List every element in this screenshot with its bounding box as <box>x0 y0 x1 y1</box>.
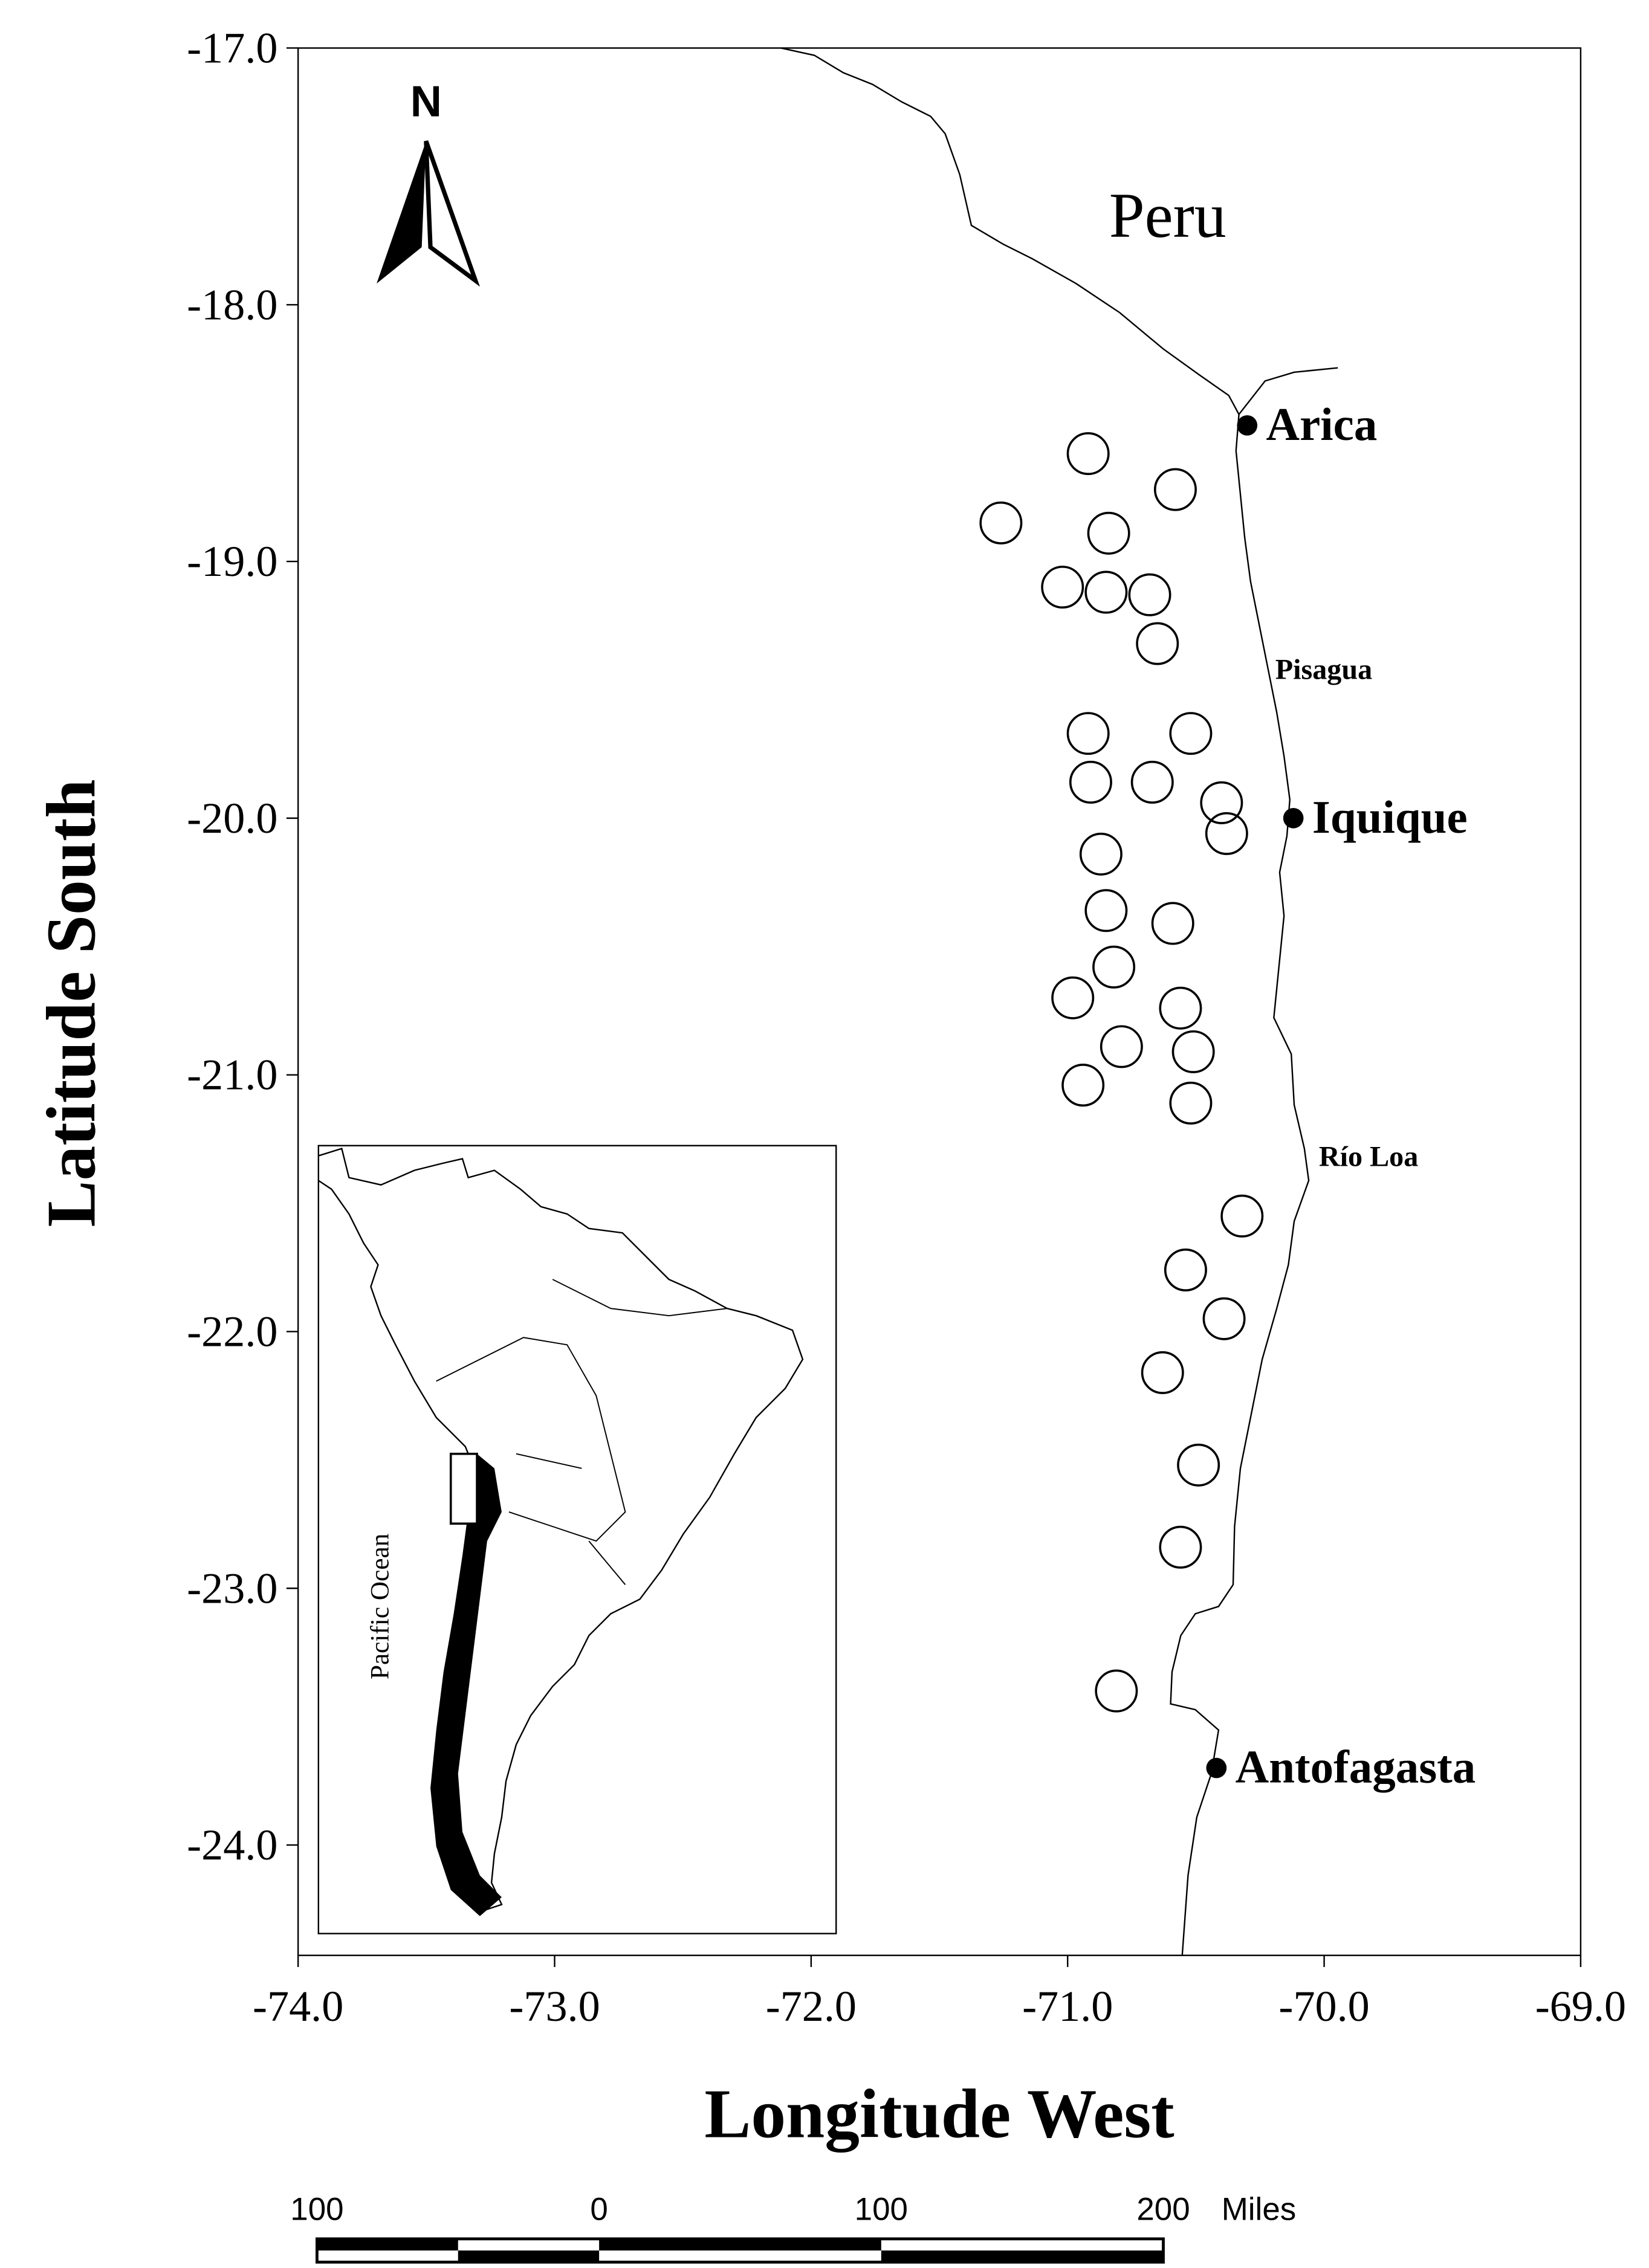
sample-site <box>1041 566 1084 609</box>
sample-site <box>1220 1194 1264 1238</box>
city-label: Arica <box>1266 398 1378 450</box>
y-tick-label: -24.0 <box>187 1821 277 1869</box>
sample-site <box>1151 902 1194 945</box>
sample-site <box>1066 432 1110 476</box>
sample-site <box>1177 1443 1220 1487</box>
sample-site <box>1069 760 1112 804</box>
sample-site <box>1169 712 1213 755</box>
north-arrow <box>377 141 426 284</box>
scale-bar-segment <box>458 2250 600 2263</box>
sample-site <box>1200 781 1243 824</box>
sample-site <box>1087 511 1130 555</box>
y-axis-title: Latitude South <box>32 779 109 1227</box>
sample-site <box>979 501 1023 544</box>
sample-site <box>1051 976 1095 1019</box>
sample-site <box>1164 1249 1207 1291</box>
x-tick-label: -69.0 <box>1535 1982 1626 2031</box>
inset-frame <box>317 1145 837 1934</box>
sample-site <box>1092 945 1136 989</box>
sample-site <box>1084 570 1128 614</box>
sample-site <box>1171 1030 1215 1073</box>
city-marker <box>1283 808 1304 829</box>
x-tick-label: -73.0 <box>509 1982 600 2031</box>
scale-label: 100 <box>290 2192 343 2228</box>
plot-frame <box>297 47 1582 1956</box>
city-label: Iquique <box>1312 791 1468 843</box>
city-marker <box>1206 1757 1227 1779</box>
place-label: Río Loa <box>1319 1140 1418 1172</box>
place-label: Peru <box>1109 180 1226 251</box>
sample-site <box>1128 573 1171 616</box>
y-tick-label: -19.0 <box>187 537 277 586</box>
sample-site <box>1153 468 1197 511</box>
x-axis-title: Longitude West <box>704 2075 1174 2153</box>
sample-site <box>1061 1064 1105 1107</box>
city-marker <box>1237 415 1258 436</box>
coastline <box>1170 414 1310 1956</box>
scale-bar-segment <box>317 2238 458 2251</box>
city-label: Antofagasta <box>1236 1741 1476 1793</box>
sample-site <box>1079 832 1123 876</box>
x-tick-label: -74.0 <box>253 1982 343 2031</box>
y-tick-label: -18.0 <box>187 280 277 329</box>
border-line <box>780 47 1338 416</box>
sample-site <box>1130 760 1174 804</box>
scale-unit: Miles <box>1222 2192 1296 2228</box>
study-area <box>449 1452 478 1525</box>
sample-site <box>1066 712 1110 755</box>
scale-label: 200 <box>1136 2192 1190 2228</box>
place-label: Pisagua <box>1275 654 1372 686</box>
sample-site <box>1169 1081 1213 1125</box>
x-tick-label: -70.0 <box>1278 1982 1369 2031</box>
sample-site <box>1202 1297 1246 1340</box>
sample-site <box>1136 622 1179 665</box>
scale-bar-segment <box>599 2238 881 2251</box>
chile <box>430 1453 502 1916</box>
y-tick-label: -21.0 <box>187 1051 277 1099</box>
sample-site <box>1159 1525 1202 1569</box>
y-tick-label: -22.0 <box>187 1308 277 1356</box>
ocean-label: Pacific Ocean <box>365 1534 394 1680</box>
y-tick-label: -23.0 <box>187 1564 277 1612</box>
inset-map: Pacific Ocean <box>317 1145 837 1934</box>
y-tick-label: -20.0 <box>187 794 277 842</box>
sample-site <box>1100 1025 1143 1068</box>
continent-outline <box>318 1148 804 1913</box>
sample-site <box>1095 1669 1138 1713</box>
sample-site <box>1205 812 1248 855</box>
north-label: N <box>410 78 442 126</box>
y-tick-label: -17.0 <box>187 24 277 73</box>
sample-site <box>1084 889 1128 932</box>
scale-label: 100 <box>855 2192 908 2228</box>
country-borders <box>436 1279 727 1585</box>
scale-label: 0 <box>590 2192 607 2228</box>
north-arrow <box>424 140 480 287</box>
scale-bar: 100 0 100 200 Miles <box>290 2192 1296 2264</box>
sample-site <box>1159 986 1202 1030</box>
x-tick-label: -71.0 <box>1022 1982 1113 2031</box>
sample-site <box>1141 1351 1184 1394</box>
x-tick-label: -72.0 <box>766 1982 857 2031</box>
scale-bar-segment <box>881 2250 1164 2263</box>
